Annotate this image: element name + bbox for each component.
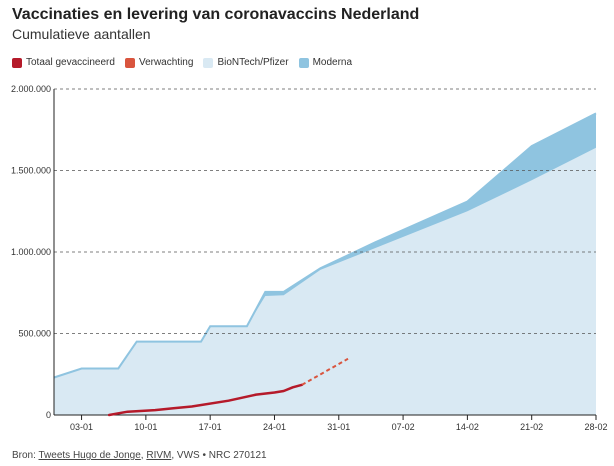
source-suffix: , VWS • NRC 270121	[171, 450, 267, 461]
source-sep: ,	[140, 450, 147, 461]
x-tick-label-0: 03-01	[70, 422, 93, 432]
source-prefix: Bron:	[12, 450, 39, 461]
legend: Totaal gevaccineerd Verwachting BioNTech…	[12, 57, 362, 68]
line-totaal-gevaccineerd	[107, 383, 304, 417]
y-tick-label-4: 2.000.000	[11, 84, 51, 94]
legend-swatch-verwachting	[124, 57, 135, 68]
legend-item-totaal: Totaal gevaccineerd	[12, 57, 115, 68]
chart-subtitle: Cumulatieve aantallen	[12, 26, 151, 42]
x-tick-label-6: 14-02	[456, 422, 479, 432]
x-tick-label-7: 21-02	[520, 422, 543, 432]
legend-label-pfizer: BioNTech/Pfizer	[217, 57, 289, 68]
line-verwachting	[301, 357, 349, 386]
y-tick-label-0: 0	[46, 410, 51, 420]
area-biontech-pfizer	[54, 147, 596, 415]
x-tick-label-2: 17-01	[199, 422, 222, 432]
legend-swatch-moderna	[298, 57, 309, 68]
source-link-hugo-de-jonge[interactable]: Tweets Hugo de Jonge	[38, 450, 141, 461]
y-tick-label-1: 500.000	[18, 329, 51, 339]
legend-item-verwachting: Verwachting	[124, 57, 194, 68]
legend-swatch-totaal	[12, 57, 22, 68]
x-tick-label-3: 24-01	[263, 422, 286, 432]
y-tick-label-2: 1.000.000	[11, 247, 51, 257]
source-link-rivm[interactable]: RIVM	[146, 450, 172, 461]
line-supply-outline	[53, 112, 597, 379]
x-tick-label-5: 07-02	[392, 422, 415, 432]
legend-label-verwachting: Verwachting	[138, 57, 194, 68]
legend-label-moderna: Moderna	[312, 57, 353, 68]
y-tick-label-3: 1.500.000	[11, 166, 51, 176]
legend-item-pfizer: BioNTech/Pfizer	[203, 57, 289, 68]
legend-item-moderna: Moderna	[298, 57, 353, 68]
x-tick-label-1: 10-01	[134, 422, 157, 432]
chart-title: Vaccinaties en levering van coronavaccin…	[12, 6, 420, 23]
source-line: Bron: Tweets Hugo de Jonge, RIVM, VWS • …	[12, 450, 267, 461]
legend-label-totaal: Totaal gevaccineerd	[26, 57, 115, 68]
x-tick-label-4: 31-01	[327, 422, 350, 432]
legend-swatch-pfizer	[203, 57, 214, 68]
x-tick-label-8: 28-02	[584, 422, 607, 432]
